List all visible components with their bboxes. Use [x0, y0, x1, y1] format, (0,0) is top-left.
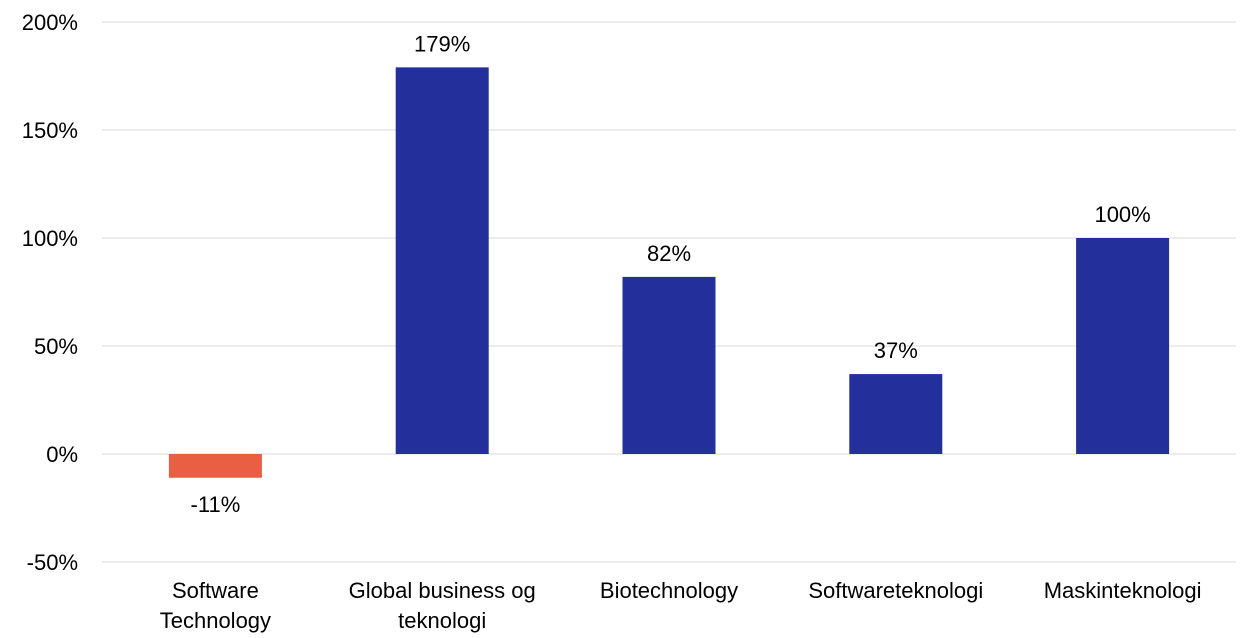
bar [1076, 238, 1170, 454]
bar [622, 276, 716, 454]
data-label: 179% [414, 31, 470, 56]
data-label: 82% [647, 241, 691, 266]
x-tick-label: Maskinteknologi [1044, 578, 1202, 603]
data-label: 37% [874, 338, 918, 363]
data-label: 100% [1094, 202, 1150, 227]
bar [168, 454, 262, 478]
x-tick-label-line: Softwareteknologi [808, 578, 983, 603]
y-tick-label: 100% [22, 226, 78, 251]
y-tick-label: 200% [22, 10, 78, 35]
y-tick-label: 150% [22, 118, 78, 143]
x-axis: Software Technology Global business og tekn… [160, 578, 1202, 633]
data-labels: -11% 179% 82% 37% 100% [191, 31, 1151, 516]
x-tick-label-line: teknologi [398, 608, 486, 633]
x-tick-label: Biotechnology [600, 578, 738, 603]
x-tick-label-line: Maskinteknologi [1044, 578, 1202, 603]
x-tick-label: Softwareteknologi [808, 578, 983, 603]
bar [395, 67, 489, 455]
y-tick-label: 50% [34, 334, 78, 359]
x-tick-label: Software Technology [160, 578, 271, 633]
x-tick-label: Global business og teknologi [349, 578, 536, 633]
x-tick-label-line: Global business og [349, 578, 536, 603]
y-tick-label: 0% [46, 442, 78, 467]
bar [849, 374, 943, 454]
bars [168, 67, 1170, 478]
x-tick-label-line: Technology [160, 608, 271, 633]
x-tick-label-line: Biotechnology [600, 578, 738, 603]
data-label: -11% [191, 492, 241, 517]
y-axis: 200% 150% 100% 50% 0% -50% [22, 10, 78, 575]
x-tick-label-line: Software [172, 578, 259, 603]
y-tick-label: -50% [27, 550, 78, 575]
